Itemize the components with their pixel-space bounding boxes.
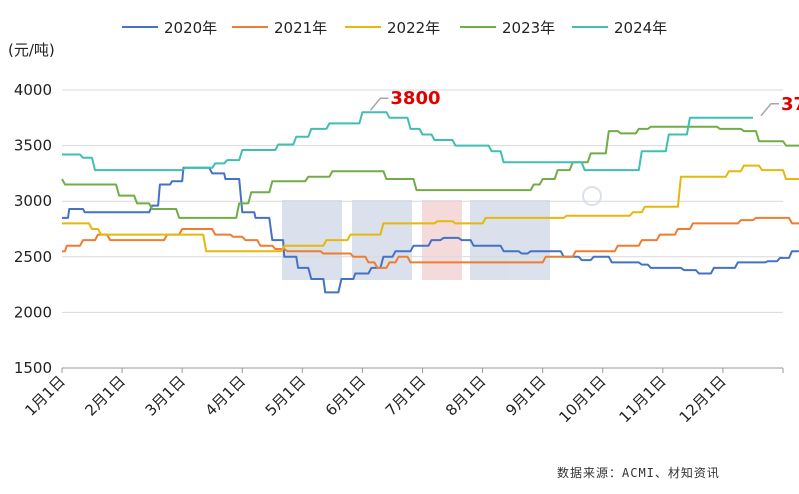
y-tick-label: 2000 [14,303,52,321]
x-tick-label: 2月1日 [81,372,128,419]
legend-label: 2022年 [387,19,440,37]
x-tick-label: 10月1日 [555,372,609,426]
y-tick-label: 3000 [14,192,52,210]
series-line [62,166,799,294]
x-axis: 1月1日 2月1日 3月1日 4月1日 5月1日 6月1日 7月1日 8月1日 9月1日 10月1… [21,368,784,426]
legend-label: 2023年 [502,19,555,37]
annotation-label: 3800 [390,88,440,109]
x-tick-label: 11月1日 [615,372,669,426]
legend: 2020年 2021年 2022年 2023年 2024年 [122,19,667,37]
annotation-label: 3750 [781,94,799,115]
series-line [62,164,799,253]
legend-label: 2020年 [164,19,217,37]
x-tick-label: 7月1日 [382,372,429,419]
y-tick-label: 1500 [14,359,52,377]
y-axis-label: (元/吨) [8,41,55,59]
y-tick-label: 2500 [14,248,52,266]
x-tick-label: 1月1日 [21,372,68,419]
series-lines [61,111,799,294]
annotation-leader [369,97,389,111]
y-axis: 1500 2000 2500 3000 3500 4000 [14,81,52,377]
y-tick-label: 3500 [14,137,52,155]
source-note: 数据来源：ACMI、材知资讯 [557,465,720,480]
x-tick-label: 8月1日 [442,372,489,419]
legend-label: 2024年 [614,19,667,37]
watermark-logo [282,186,602,280]
series-line [62,111,753,172]
x-tick-label: 12月1日 [676,372,730,426]
y-tick-label: 4000 [14,81,52,99]
annotations: 3800 3750 [369,88,799,117]
x-tick-label: 6月1日 [322,372,369,419]
x-tick-label: 4月1日 [202,372,249,419]
series-line [61,125,799,219]
x-tick-label: 9月1日 [502,372,549,419]
x-tick-label: 3月1日 [142,372,189,419]
legend-label: 2021年 [274,19,327,37]
annotation-leader [760,103,779,117]
x-tick-label: 5月1日 [262,372,309,419]
